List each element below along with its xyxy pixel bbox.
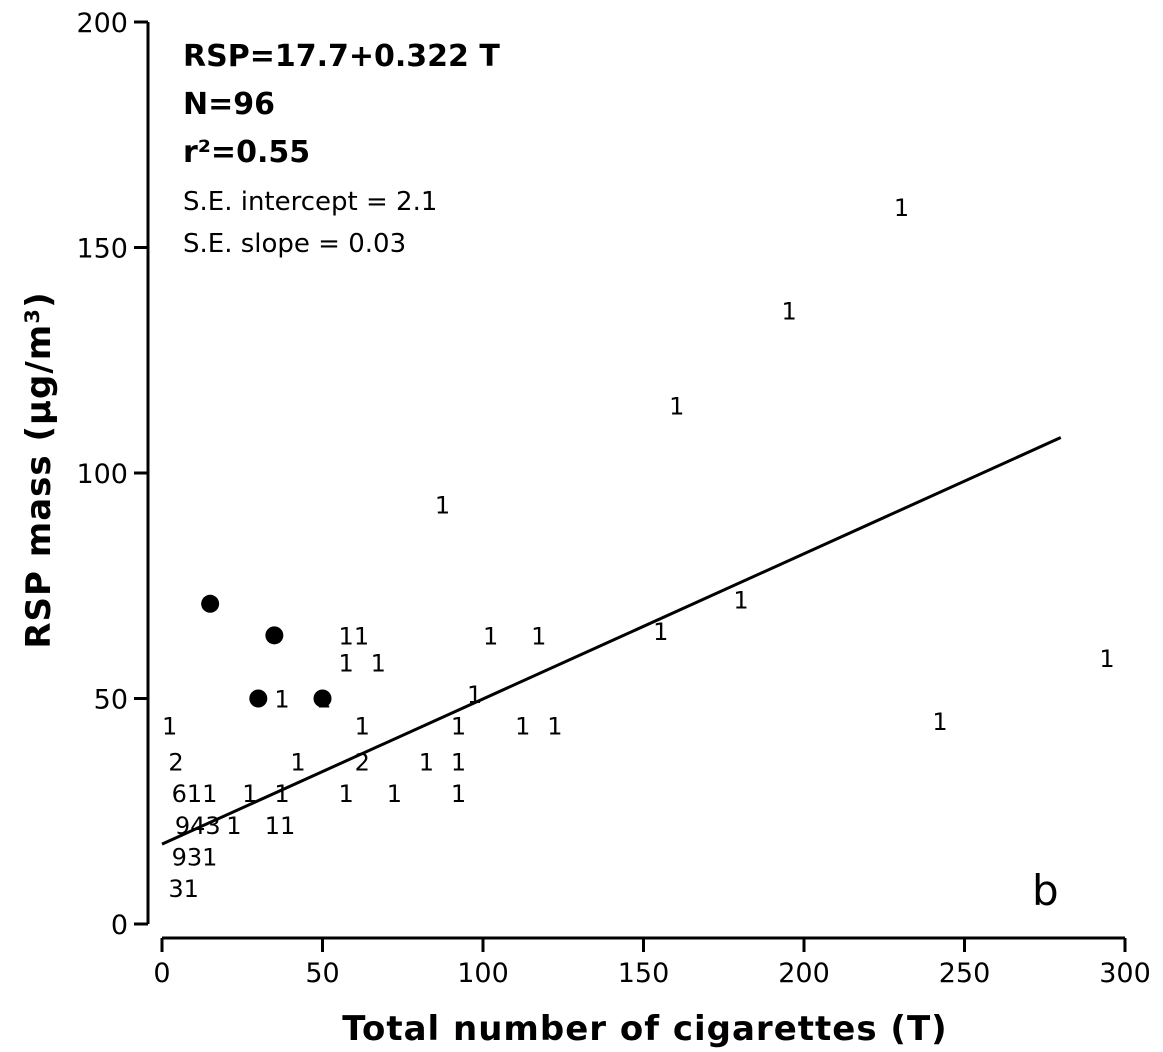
x-tick-label: 150	[618, 958, 670, 989]
panel-label: b	[1032, 866, 1059, 915]
count-point: 2	[355, 749, 370, 777]
filled-point	[313, 689, 332, 708]
count-point: 1	[1099, 645, 1114, 673]
y-tick-label: 150	[76, 234, 128, 265]
y-tick-label: 100	[76, 459, 128, 490]
count-point: 1	[339, 780, 354, 808]
count-point: 1	[451, 713, 466, 741]
data-points: 1261194393131111111111111121111111111111…	[162, 194, 1115, 903]
count-point: 1	[162, 713, 177, 741]
count-point: 1	[451, 749, 466, 777]
count-point: 2	[168, 749, 183, 777]
count-point: 1	[226, 812, 241, 840]
count-point: 1	[419, 749, 434, 777]
x-tick-label: 300	[1099, 958, 1151, 989]
count-point: 1	[894, 194, 909, 222]
count-point: 1	[435, 492, 450, 520]
x-tick-label: 250	[939, 958, 991, 989]
regression-line	[161, 436, 1062, 846]
count-point: 1	[669, 392, 684, 420]
count-point: 1	[387, 780, 402, 808]
count-point: 1	[355, 713, 370, 741]
count-point: 1	[451, 780, 466, 808]
n-annotation: N=96	[183, 87, 275, 122]
count-point: 1	[733, 586, 748, 614]
count-point: 1	[290, 749, 305, 777]
count-point: 1	[274, 686, 289, 714]
count-point: 1	[339, 649, 354, 677]
x-tick-label: 200	[778, 958, 830, 989]
x-axis-title: Total number of cigarettes (T)	[342, 1009, 947, 1049]
count-point: 931	[172, 843, 218, 871]
count-point: 1	[242, 780, 257, 808]
equation-annotation: RSP=17.7+0.322 T	[183, 39, 500, 74]
y-tick-label: 200	[76, 8, 128, 39]
filled-point	[201, 594, 220, 613]
count-point: 1	[932, 708, 947, 736]
count-point: 1	[371, 649, 386, 677]
x-tick-label: 100	[457, 958, 509, 989]
count-point: 1	[467, 681, 482, 709]
count-point: 1	[483, 622, 498, 650]
count-point: 31	[168, 875, 199, 903]
y-tick-label: 50	[94, 685, 128, 716]
se-slope-annotation: S.E. slope = 0.03	[183, 229, 406, 259]
count-point: 1	[274, 780, 289, 808]
count-point: 943	[175, 812, 221, 840]
count-point: 1	[782, 298, 797, 326]
se-intercept-annotation: S.E. intercept = 2.1	[183, 187, 437, 217]
r2-annotation: r²=0.55	[183, 135, 310, 170]
count-point: 11	[339, 622, 370, 650]
count-point: 1	[531, 622, 546, 650]
count-point: 611	[172, 780, 218, 808]
count-point: 1	[515, 713, 530, 741]
count-point: 1	[653, 618, 668, 646]
axis-ticks: 0 50 100 150 200 0 50 100 150 200 250 300	[76, 8, 1150, 989]
filled-point	[265, 626, 284, 645]
count-point: 1	[547, 713, 562, 741]
y-axis-title: RSP mass (µg/m³)	[19, 291, 59, 648]
filled-point	[249, 689, 268, 708]
x-tick-label: 50	[305, 958, 339, 989]
x-tick-label: 0	[153, 958, 170, 989]
y-tick-label: 0	[111, 910, 128, 941]
count-point: 11	[265, 812, 296, 840]
